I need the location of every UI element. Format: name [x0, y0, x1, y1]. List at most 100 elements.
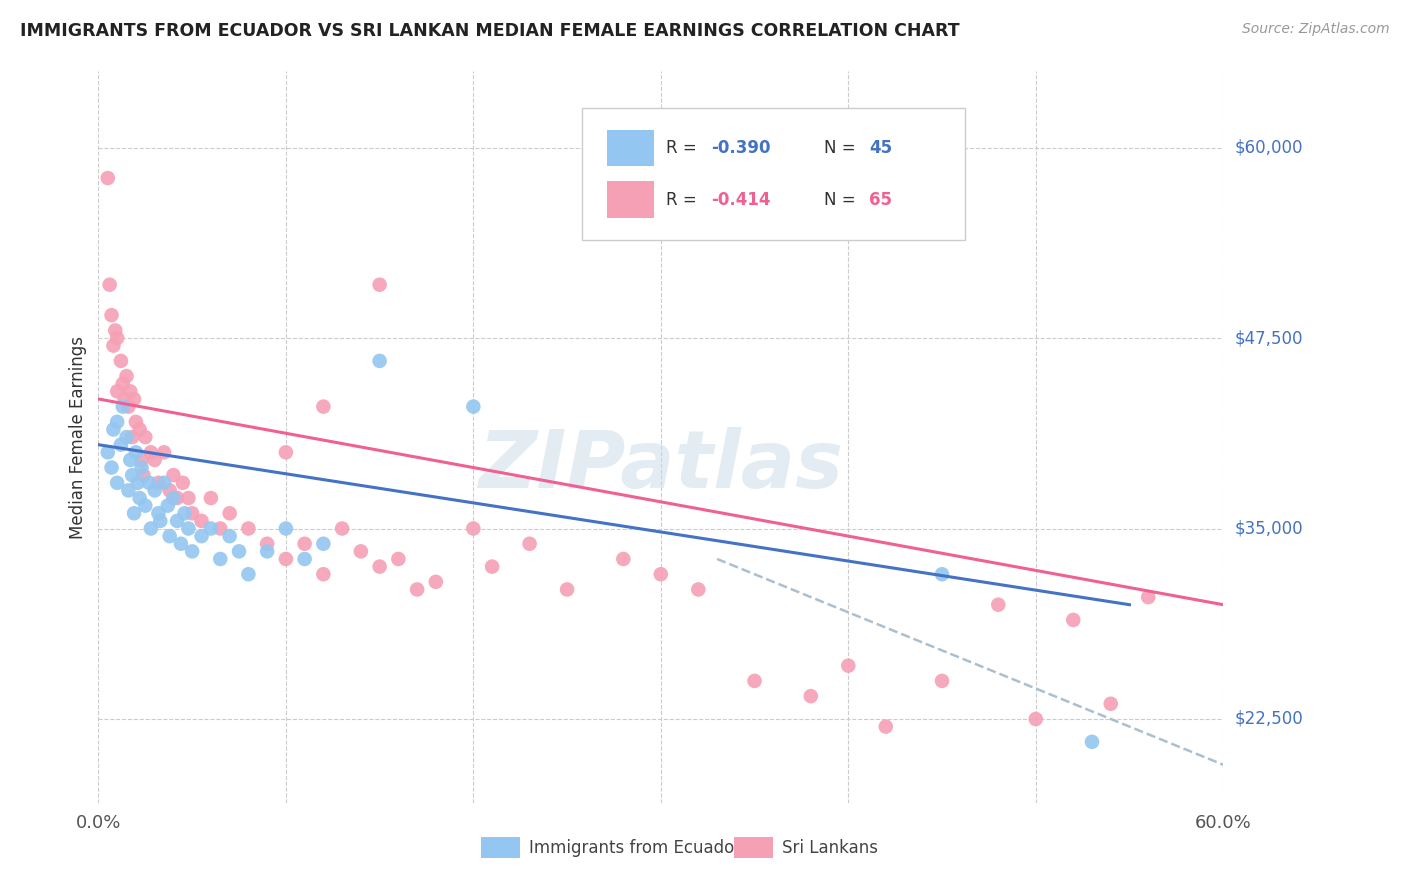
Point [931, 567, 953, 582]
Point [105, 384, 128, 399]
Point [190, 514, 212, 528]
Point [1099, 697, 1122, 711]
Point [105, 415, 128, 429]
Point [114, 392, 136, 406]
Point [120, 453, 142, 467]
Text: $35,000: $35,000 [1234, 519, 1303, 538]
Text: N =: N = [824, 139, 860, 157]
Point [97, 445, 120, 459]
Point [463, 400, 485, 414]
Point [1025, 712, 1047, 726]
Point [117, 483, 139, 498]
Point [153, 475, 176, 490]
Bar [607, 181, 654, 218]
FancyBboxPatch shape [582, 108, 965, 240]
Point [105, 331, 128, 345]
Point [122, 392, 145, 406]
Text: N =: N = [824, 191, 860, 209]
Text: Immigrants from Ecuador: Immigrants from Ecuador [529, 839, 741, 857]
Point [148, 506, 170, 520]
Text: IMMIGRANTS FROM ECUADOR VS SRI LANKAN MEDIAN FEMALE EARNINGS CORRELATION CHART: IMMIGRANTS FROM ECUADOR VS SRI LANKAN ME… [20, 22, 959, 40]
Point [330, 521, 353, 535]
Point [837, 658, 859, 673]
Point [139, 445, 162, 459]
Bar [734, 838, 773, 858]
Point [100, 308, 122, 322]
Point [1081, 735, 1104, 749]
Text: Source: ZipAtlas.com: Source: ZipAtlas.com [1241, 22, 1389, 37]
Point [274, 445, 297, 459]
Point [128, 491, 150, 505]
Point [98, 277, 121, 292]
Point [218, 529, 240, 543]
Point [153, 445, 176, 459]
Point [166, 514, 188, 528]
Point [294, 552, 316, 566]
Point [177, 521, 200, 535]
Point [312, 537, 335, 551]
Point [115, 430, 138, 444]
Point [200, 521, 222, 535]
Point [688, 582, 710, 597]
Point [148, 475, 170, 490]
Point [425, 574, 447, 589]
Point [218, 506, 240, 520]
Point [162, 491, 184, 505]
Point [406, 582, 429, 597]
Point [121, 468, 143, 483]
Point [139, 521, 162, 535]
Text: R =: R = [666, 139, 703, 157]
Point [987, 598, 1010, 612]
Point [115, 369, 138, 384]
Point [173, 506, 195, 520]
Text: -0.390: -0.390 [711, 139, 770, 157]
Point [159, 483, 181, 498]
Point [162, 468, 184, 483]
Point [156, 499, 179, 513]
Text: $60,000: $60,000 [1234, 138, 1303, 157]
Text: $47,500: $47,500 [1234, 329, 1303, 347]
Point [368, 354, 391, 368]
Point [111, 376, 134, 391]
Point [166, 491, 188, 505]
Point [612, 552, 634, 566]
Point [149, 514, 172, 528]
Point [125, 415, 148, 429]
Point [350, 544, 373, 558]
Point [105, 475, 128, 490]
Point [122, 506, 145, 520]
Point [256, 537, 278, 551]
Point [159, 529, 181, 543]
Point [138, 475, 160, 490]
Point [103, 338, 125, 352]
Point [312, 400, 335, 414]
Point [143, 453, 166, 467]
Point [117, 400, 139, 414]
Point [312, 567, 335, 582]
Bar [481, 838, 520, 858]
Point [128, 422, 150, 436]
Point [200, 491, 222, 505]
Point [110, 354, 132, 368]
Point [209, 521, 232, 535]
Point [294, 537, 316, 551]
Point [368, 559, 391, 574]
Point [274, 552, 297, 566]
Point [931, 673, 953, 688]
Point [181, 506, 204, 520]
Point [238, 521, 260, 535]
Point [1062, 613, 1084, 627]
Point [519, 537, 541, 551]
Text: $22,500: $22,500 [1234, 710, 1303, 728]
Point [650, 567, 672, 582]
Point [131, 453, 153, 467]
Text: R =: R = [666, 191, 703, 209]
Point [387, 552, 409, 566]
Point [228, 544, 250, 558]
Point [190, 529, 212, 543]
Point [132, 468, 155, 483]
Point [134, 430, 156, 444]
Text: -0.414: -0.414 [711, 191, 770, 209]
Point [110, 438, 132, 452]
Point [103, 422, 125, 436]
